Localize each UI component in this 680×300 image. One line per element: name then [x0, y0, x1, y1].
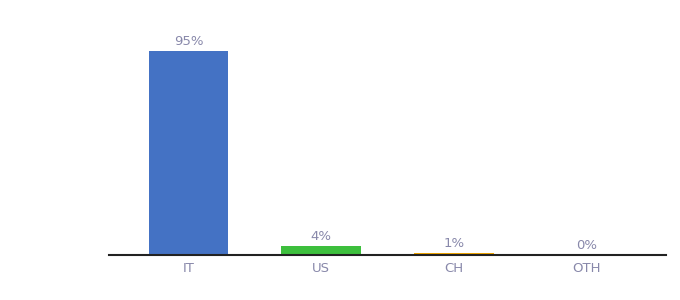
Bar: [414, 253, 494, 255]
Bar: [149, 51, 228, 255]
Text: 4%: 4%: [311, 230, 332, 243]
Text: 0%: 0%: [576, 239, 597, 252]
Text: 1%: 1%: [443, 237, 464, 250]
Text: 95%: 95%: [173, 35, 203, 48]
Bar: [282, 246, 361, 255]
